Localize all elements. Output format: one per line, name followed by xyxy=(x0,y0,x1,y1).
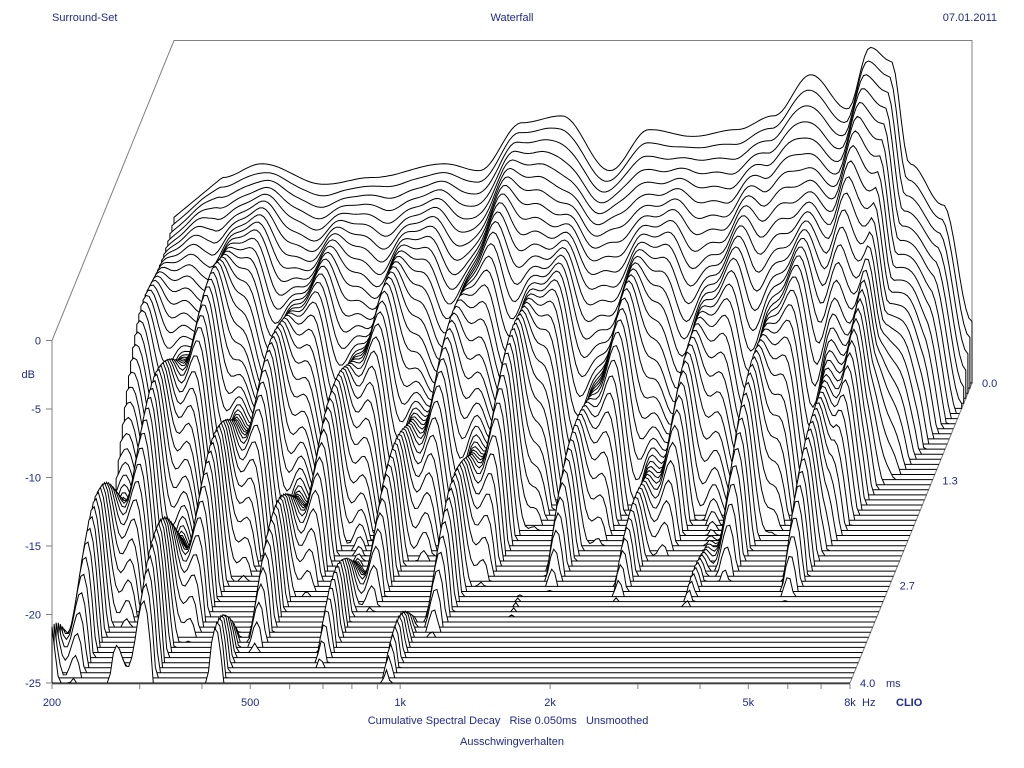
decay-slice xyxy=(76,491,875,623)
decay-slice xyxy=(113,361,912,532)
header-left: Surround-Set xyxy=(52,12,117,24)
z-unit-label: ms xyxy=(886,678,901,690)
x-tick-label: 500 xyxy=(241,697,259,709)
footer-line1: Cumulative Spectral Decay Rise 0.050ms U… xyxy=(368,715,649,727)
z-tick-label: 4.0 xyxy=(860,678,875,690)
y-tick-label: 0 xyxy=(35,336,41,348)
decay-slices xyxy=(51,46,973,684)
x-tick-label: 5k xyxy=(742,697,754,709)
decay-slice xyxy=(51,599,850,684)
z-tick-label: 0.0 xyxy=(982,378,997,390)
z-tick-label: 2.7 xyxy=(900,581,915,593)
frame-right-depth xyxy=(849,382,973,684)
decay-slice xyxy=(87,472,886,598)
x-tick-label: 200 xyxy=(43,697,61,709)
y-tick-label: -15 xyxy=(25,541,41,553)
y-tick-label: -25 xyxy=(25,678,41,690)
y-tick-label: -10 xyxy=(25,473,41,485)
decay-slice xyxy=(115,359,915,526)
header-date: 07.01.2011 xyxy=(943,12,997,24)
y-tick-label: -20 xyxy=(25,610,41,622)
frame-back xyxy=(51,40,973,383)
decay-slice xyxy=(80,483,879,613)
x-tick-labels: 200 500 1k 2k 5k 8k Hz xyxy=(43,697,876,709)
x-tick-label: 8k xyxy=(844,697,856,709)
plot-frame xyxy=(51,40,973,685)
y-axis-label: dB xyxy=(22,369,35,381)
chart-title: Waterfall xyxy=(491,12,534,24)
x-unit-label: Hz xyxy=(862,697,875,709)
decay-slice xyxy=(83,481,881,608)
footer-line2: Ausschwingverhalten xyxy=(460,736,564,748)
decay-slice xyxy=(78,486,877,618)
y-tick-label: -5 xyxy=(31,404,41,416)
z-tick-labels: 0.0 1.3 2.7 4.0 ms xyxy=(860,378,997,690)
decay-slice xyxy=(85,481,884,603)
brand-label: CLIO xyxy=(896,697,923,709)
y-tick-labels: 0 -5 -10 -15 -20 -25 xyxy=(25,336,41,691)
x-tick-label: 1k xyxy=(394,697,406,709)
x-tick-label: 2k xyxy=(544,697,556,709)
axis-ticks xyxy=(46,340,851,689)
decay-slice xyxy=(74,497,873,628)
z-tick-label: 1.3 xyxy=(942,476,957,488)
